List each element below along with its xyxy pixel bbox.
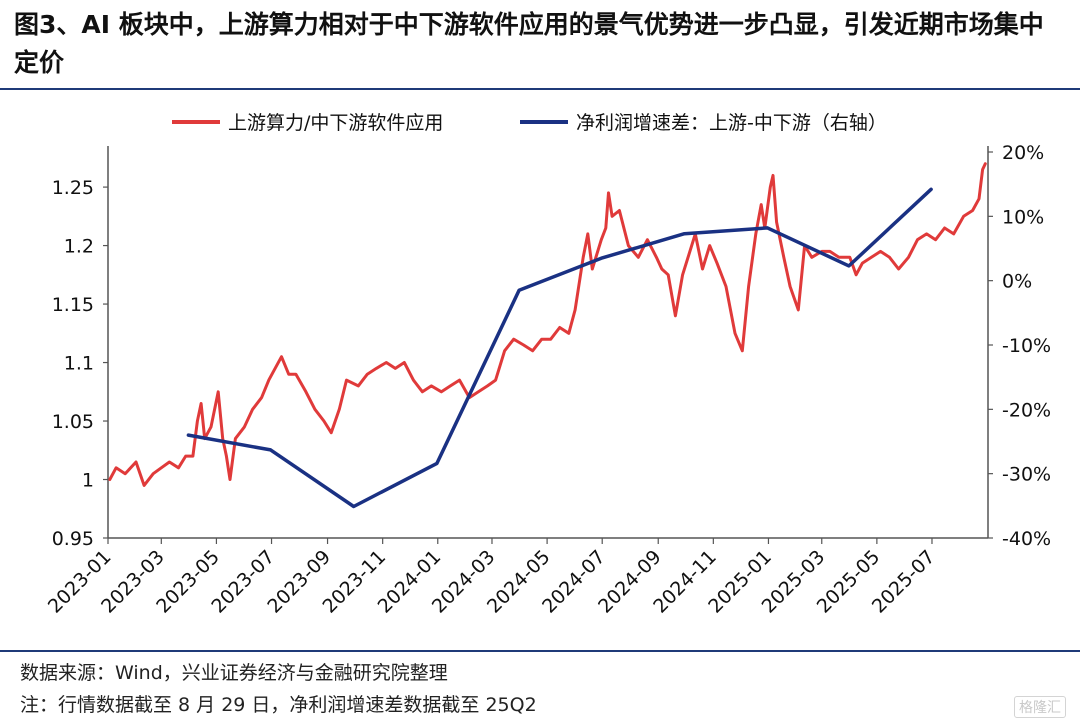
chart-area: 上游算力/中下游软件应用 净利润增速差：上游-中下游（右轴） 0.95 1 1.05 1… [44, 112, 1051, 618]
series-layer [108, 162, 987, 509]
y-right-tick-label: -20% [1002, 399, 1051, 421]
data-cutoff-note: 注：行情数据截至 8 月 29 日，净利润增速差数据截至 25Q2 [20, 694, 537, 716]
compute-vs-software-ratio-line [108, 162, 987, 487]
y-left-tick-label: 1.2 [64, 236, 94, 258]
footer-divider [0, 650, 1080, 652]
watermark-logo: 格隆汇 [1014, 696, 1066, 718]
legend: 上游算力/中下游软件应用 净利润增速差：上游-中下游（右轴） [172, 112, 887, 134]
y-left-tick-label: 1.15 [52, 294, 94, 316]
axes: 0.95 1 1.05 1.1 1.15 1.2 1.25 -40% -30% -20% -10% 0… [44, 142, 1051, 618]
y-left-tick-label: 1.05 [52, 411, 94, 433]
chart-title: 图3、AI 板块中，上游算力相对于中下游软件应用的景气优势进一步凸显，引发近期市… [14, 10, 1044, 77]
legend-label: 上游算力/中下游软件应用 [228, 112, 443, 134]
y-left-tick-label: 1 [82, 470, 94, 492]
y-right-tick-label: 0% [1002, 271, 1032, 293]
y-right-tick-label: -30% [1002, 464, 1051, 486]
y-right-tick-label: -10% [1002, 335, 1051, 357]
y-left-tick-label: 1.25 [52, 177, 94, 199]
y-right-tick-label: 20% [1002, 142, 1044, 164]
y-left-tick-label: 0.95 [52, 528, 94, 550]
y-right-tick-label: 10% [1002, 206, 1044, 228]
legend-label: 净利润增速差：上游-中下游（右轴） [576, 112, 887, 134]
net-profit-growth-diff-line [186, 187, 933, 509]
y-right-tick-label: -40% [1002, 528, 1051, 550]
y-left-tick-label: 1.1 [64, 353, 94, 375]
source-note: 数据来源：Wind，兴业证券经济与金融研究院整理 [20, 662, 448, 684]
header-divider [0, 88, 1080, 90]
